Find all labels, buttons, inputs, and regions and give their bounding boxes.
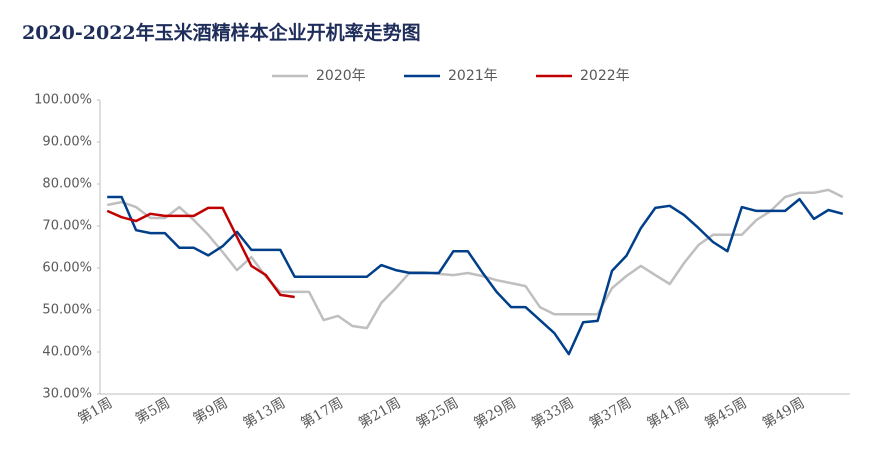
x-tick-label: 第41周 bbox=[644, 394, 692, 432]
y-tick-label: 50.00% bbox=[42, 303, 92, 318]
series-line bbox=[106, 188, 844, 330]
series-line bbox=[106, 206, 295, 299]
x-tick-label: 第21周 bbox=[355, 394, 403, 432]
x-tick-label: 第33周 bbox=[529, 394, 577, 432]
x-tick-label: 第25周 bbox=[413, 394, 461, 432]
y-tick-label: 70.00% bbox=[42, 219, 92, 234]
y-tick-label: 30.00% bbox=[42, 387, 92, 402]
x-tick-label: 第45周 bbox=[702, 394, 750, 432]
chart-title: 2020-2022年玉米酒精样本企业开机率走势图 bbox=[22, 21, 421, 44]
y-tick-label: 100.00% bbox=[34, 93, 92, 108]
x-tick-label: 第49周 bbox=[759, 394, 807, 432]
series-line bbox=[107, 195, 844, 356]
x-tick-label: 第29周 bbox=[471, 394, 519, 432]
legend-label: 2020年 bbox=[316, 68, 366, 84]
y-tick-label: 60.00% bbox=[42, 261, 92, 276]
x-tick-label: 第37周 bbox=[586, 394, 634, 432]
legend-label: 2021年 bbox=[448, 68, 498, 84]
y-tick-label: 40.00% bbox=[42, 345, 92, 360]
x-tick-label: 第5周 bbox=[132, 394, 172, 427]
x-tick-label: 第9周 bbox=[190, 394, 230, 427]
x-tick-label: 第17周 bbox=[298, 394, 346, 432]
legend-label: 2022年 bbox=[580, 68, 630, 84]
y-tick-label: 90.00% bbox=[42, 135, 92, 150]
x-tick-label: 第13周 bbox=[240, 394, 288, 432]
y-tick-label: 80.00% bbox=[42, 177, 92, 192]
